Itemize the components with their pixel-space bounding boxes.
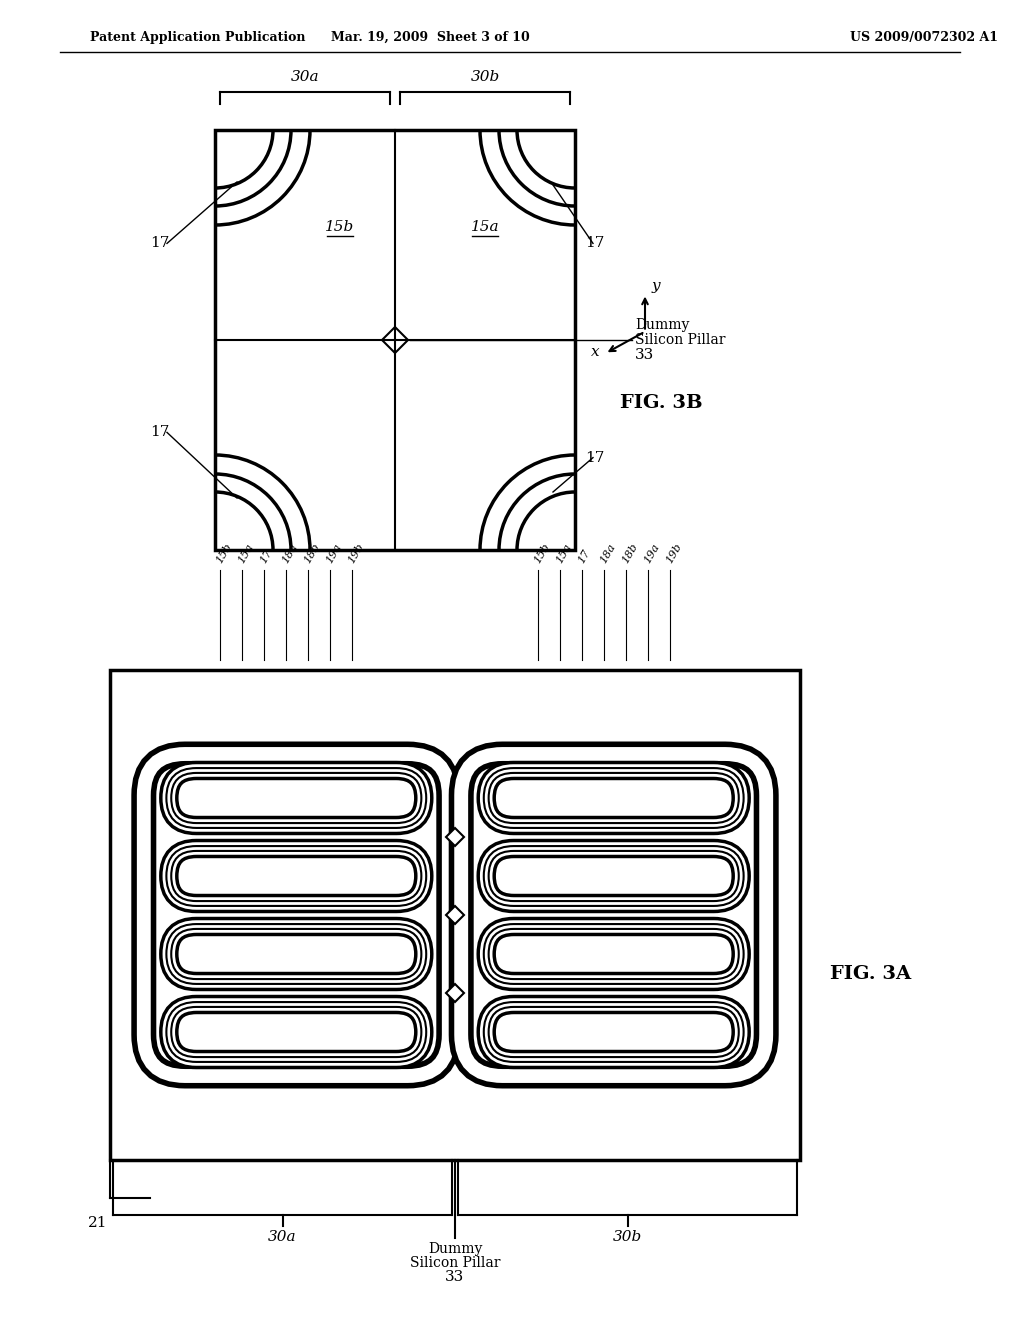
Text: 30b: 30b xyxy=(470,70,500,84)
Text: Patent Application Publication: Patent Application Publication xyxy=(90,30,305,44)
Text: 15b: 15b xyxy=(215,541,234,565)
Text: 30a: 30a xyxy=(291,70,319,84)
Text: 17: 17 xyxy=(585,236,604,251)
Text: 19b: 19b xyxy=(664,541,683,565)
Text: 19a: 19a xyxy=(642,543,662,565)
Text: 18a: 18a xyxy=(598,543,617,565)
Text: 17: 17 xyxy=(259,548,274,565)
Text: 18b: 18b xyxy=(621,541,639,565)
Polygon shape xyxy=(446,828,464,846)
Text: 18b: 18b xyxy=(303,541,322,565)
Text: 21: 21 xyxy=(88,1216,108,1230)
Bar xyxy=(110,671,800,1160)
Text: 15b: 15b xyxy=(532,541,551,565)
Text: 17: 17 xyxy=(151,425,170,440)
Text: Dummy: Dummy xyxy=(635,318,689,333)
Text: Dummy: Dummy xyxy=(428,1242,482,1257)
Polygon shape xyxy=(446,906,464,924)
Text: Mar. 19, 2009  Sheet 3 of 10: Mar. 19, 2009 Sheet 3 of 10 xyxy=(331,30,529,44)
Polygon shape xyxy=(446,983,464,1002)
Text: 15a: 15a xyxy=(237,543,256,565)
Text: Silicon Pillar: Silicon Pillar xyxy=(410,1257,501,1270)
Text: x: x xyxy=(592,345,600,359)
Bar xyxy=(215,129,575,550)
Text: 18a: 18a xyxy=(281,543,300,565)
Text: 33: 33 xyxy=(635,348,654,362)
Text: Silicon Pillar: Silicon Pillar xyxy=(635,333,725,347)
Text: FIG. 3B: FIG. 3B xyxy=(620,393,702,412)
Text: 17: 17 xyxy=(577,548,592,565)
Bar xyxy=(215,129,575,550)
Text: FIG. 3A: FIG. 3A xyxy=(830,965,911,983)
Text: y: y xyxy=(652,279,660,293)
Text: 19b: 19b xyxy=(347,541,366,565)
Text: 33: 33 xyxy=(445,1270,465,1284)
Text: US 2009/0072302 A1: US 2009/0072302 A1 xyxy=(850,30,998,44)
Text: 15b: 15b xyxy=(326,219,354,234)
Text: 19a: 19a xyxy=(325,543,344,565)
Polygon shape xyxy=(382,327,408,352)
Text: 30a: 30a xyxy=(268,1230,297,1243)
Text: 30b: 30b xyxy=(613,1230,642,1243)
Text: 15a: 15a xyxy=(554,543,573,565)
Text: 17: 17 xyxy=(585,450,604,465)
Bar xyxy=(110,671,800,1160)
Text: 15a: 15a xyxy=(471,219,500,234)
Text: 17: 17 xyxy=(151,236,170,251)
